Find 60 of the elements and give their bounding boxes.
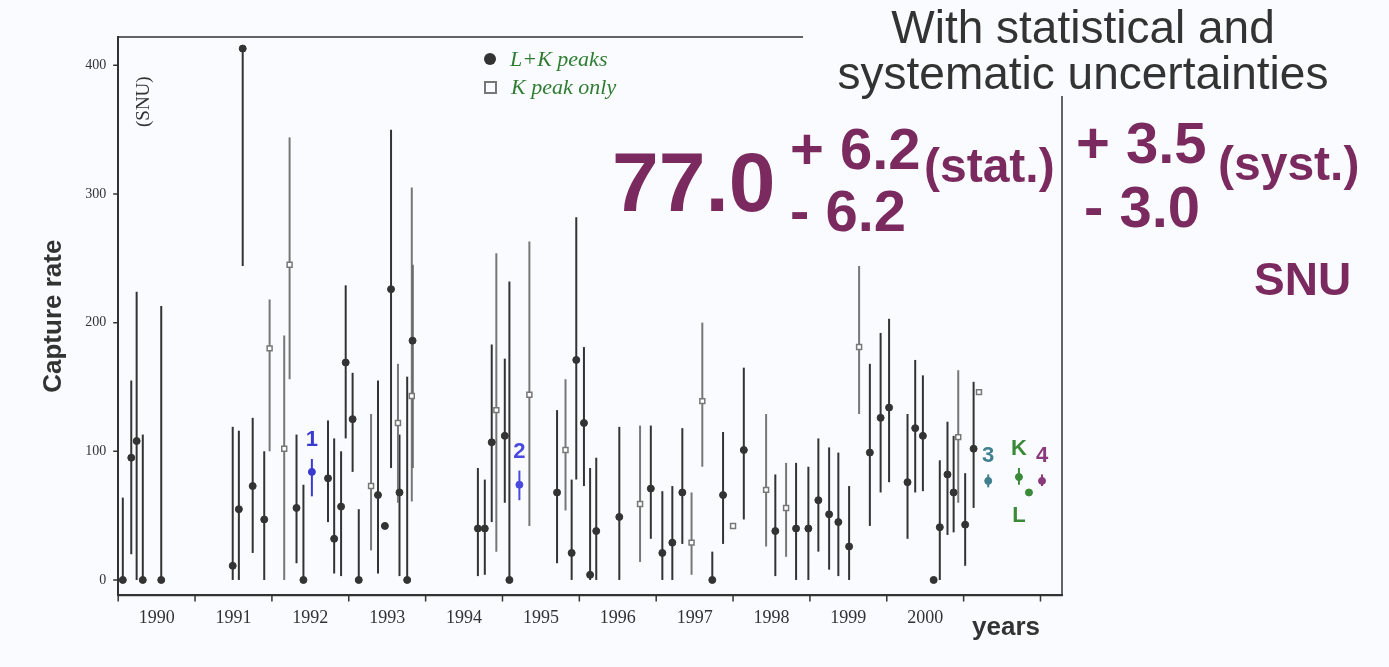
series-label: K xyxy=(1011,435,1028,461)
point xyxy=(762,486,770,494)
x-tick-label: 2000 xyxy=(907,606,944,627)
x-tick-label: 1993 xyxy=(369,606,406,627)
x-tick-label: 1990 xyxy=(138,606,175,627)
point xyxy=(367,482,375,490)
point xyxy=(975,388,983,396)
point xyxy=(526,391,533,398)
point xyxy=(515,480,524,489)
point xyxy=(307,467,316,476)
x-tick-label: 1992 xyxy=(292,606,329,627)
text: - 3.0 xyxy=(1084,174,1201,239)
x-tick-label: 1991 xyxy=(215,606,252,627)
point xyxy=(1024,488,1033,497)
point xyxy=(636,500,644,508)
series-label: 2 xyxy=(513,437,526,463)
point xyxy=(1014,473,1023,482)
x-tick-label: 1994 xyxy=(446,606,483,627)
point xyxy=(266,345,273,352)
x-tick-label: 1995 xyxy=(522,606,559,627)
point xyxy=(699,397,706,405)
x-axis-title: years xyxy=(972,611,1040,643)
chart-title: With statistical and systematic uncertainties xyxy=(803,1,1363,99)
y-axis-title: Capture rate xyxy=(36,239,67,393)
point xyxy=(782,504,790,512)
annotation: (SNU) xyxy=(132,76,155,127)
point xyxy=(394,419,402,427)
x-tick-label: 1996 xyxy=(599,606,636,627)
annotation: 77.0 xyxy=(612,135,776,229)
point xyxy=(855,343,863,351)
y-tick-label: 200 xyxy=(85,314,107,330)
y-tick-label: 400 xyxy=(85,56,107,72)
point xyxy=(408,392,416,400)
series-label: 4 xyxy=(1035,441,1049,467)
legend-label: K peak only xyxy=(511,74,617,100)
point xyxy=(562,446,569,454)
series-label: L xyxy=(1012,501,1026,527)
point xyxy=(984,476,993,485)
point xyxy=(729,522,737,530)
y-tick-label: 100 xyxy=(85,442,107,458)
point xyxy=(688,539,695,546)
point xyxy=(955,433,962,441)
annotation: - 6.2 xyxy=(790,178,907,243)
annotation: (stat.) xyxy=(924,139,1055,192)
point xyxy=(1038,476,1047,485)
text: SNU xyxy=(1254,253,1352,305)
y-tick-label: 300 xyxy=(85,185,107,201)
x-tick-label: 1997 xyxy=(676,606,713,627)
point xyxy=(286,261,293,268)
legend-label: L+K peaks xyxy=(510,46,608,72)
point xyxy=(280,445,288,452)
y-tick-label: 0 xyxy=(99,571,107,587)
text: + 3.5 xyxy=(1076,110,1207,175)
x-tick-label: 1999 xyxy=(830,606,867,627)
point xyxy=(493,406,500,414)
text: (syst.) xyxy=(1218,137,1360,190)
x-tick-label: 1998 xyxy=(753,606,790,627)
series-label: 3 xyxy=(982,441,995,467)
series-label: 1 xyxy=(305,426,318,452)
annotation: + 6.2 xyxy=(790,116,921,181)
